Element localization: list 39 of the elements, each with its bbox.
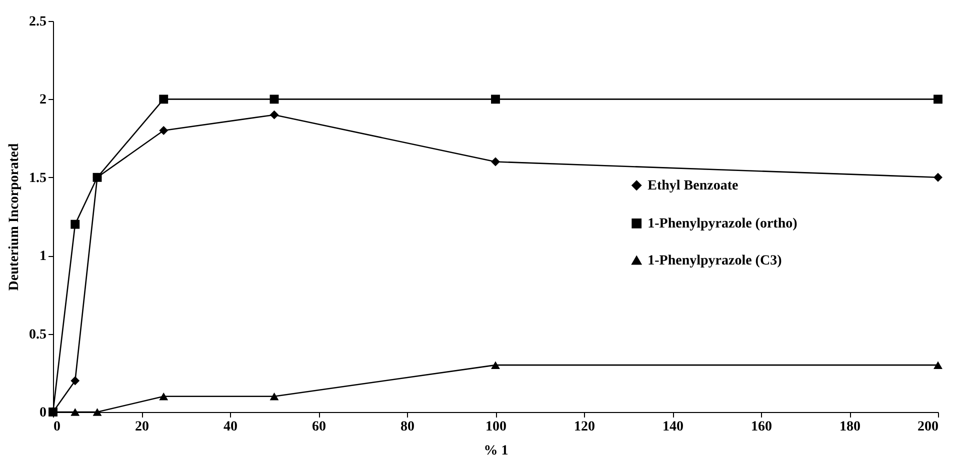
y-tick-label: 1 <box>40 249 46 264</box>
legend-label: Ethyl Benzoate <box>648 178 738 194</box>
point <box>92 172 102 182</box>
point <box>159 392 168 400</box>
point <box>934 172 942 182</box>
x-tick-label: 140 <box>662 420 684 434</box>
point <box>491 157 500 166</box>
x-tick-label: 180 <box>840 420 860 434</box>
y-tick-label: 1.5 <box>29 170 46 186</box>
point <box>159 126 168 135</box>
point <box>270 392 279 400</box>
point <box>270 110 279 120</box>
x-tick-label: 200 <box>918 420 938 434</box>
legend-label: 1-Phenylpyrazole (ortho) <box>648 216 798 232</box>
y-tick-label: 0.5 <box>29 327 46 342</box>
point <box>70 220 80 229</box>
x-tick-label: 60 <box>312 420 326 434</box>
point <box>70 376 80 386</box>
point <box>934 94 942 104</box>
y-tick-label: 2 <box>40 92 46 108</box>
point <box>934 361 942 369</box>
legend-label: 1-Phenylpyrazole (C3) <box>648 253 782 268</box>
point <box>270 94 279 104</box>
x-tick-label: 0 <box>54 420 60 434</box>
point <box>70 408 80 416</box>
x-tick-label: 120 <box>574 420 595 434</box>
x-tick-label: 100 <box>486 420 506 434</box>
x-tick-label: 40 <box>224 420 238 434</box>
x-tick-label: 80 <box>400 420 414 434</box>
point <box>491 94 500 104</box>
point <box>159 94 168 104</box>
x-axis-title: % 1 <box>484 444 508 458</box>
y-tick-label: 2.5 <box>29 14 46 30</box>
y-axis-title: Deuterium Incorporated <box>7 143 22 291</box>
point <box>491 361 500 369</box>
x-tick-label: 20 <box>135 420 149 434</box>
y-tick-label: 0 <box>40 406 46 420</box>
x-tick-label: 160 <box>751 420 772 434</box>
point <box>92 408 102 416</box>
